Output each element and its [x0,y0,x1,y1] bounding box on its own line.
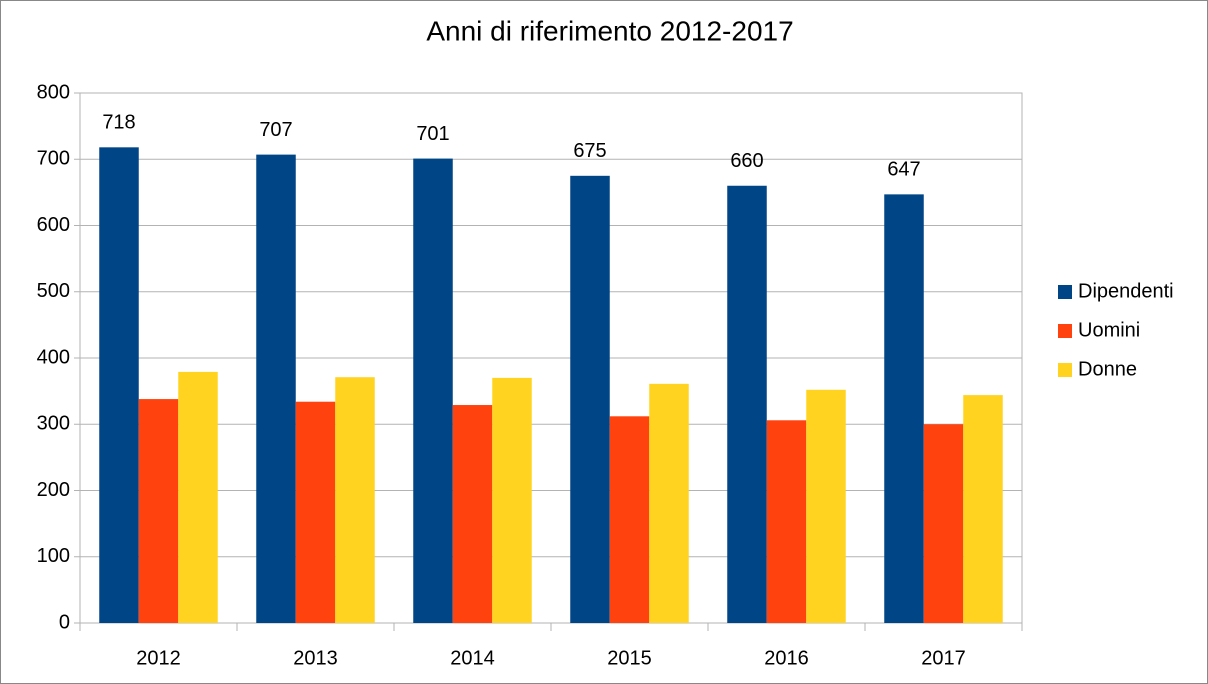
data-label: 675 [573,140,606,162]
x-tick-label: 2012 [136,647,181,669]
legend-swatch [1058,285,1072,299]
data-label: 707 [259,119,292,141]
bar [492,377,532,623]
x-tick-label: 2013 [293,647,338,669]
data-label: 660 [730,150,763,172]
bar [138,399,179,623]
x-tick-label: 2016 [764,647,809,669]
bar [884,194,924,624]
y-tick-label: 200 [37,479,70,501]
bar [806,389,846,623]
y-tick-label: 300 [37,413,70,435]
bar [335,377,375,623]
x-tick-label: 2014 [450,647,495,669]
y-tick-label: 800 [37,81,70,103]
bar [923,424,964,623]
x-tick-label: 2015 [607,647,652,669]
x-tick-label: 2017 [921,647,966,669]
bar [178,371,218,623]
y-tick-label: 600 [37,214,70,236]
legend-label: Donne [1078,358,1137,380]
chart-title: Anni di riferimento 2012-2017 [426,15,793,46]
y-tick-label: 700 [37,148,70,170]
y-tick-label: 0 [59,611,70,633]
bar [963,395,1003,623]
bar [649,383,689,623]
bar [727,185,767,623]
legend-label: Uomini [1078,319,1140,341]
legend-swatch [1058,324,1072,338]
bar [295,401,336,623]
data-label: 647 [887,159,920,181]
bar [256,154,296,624]
data-label: 718 [102,112,135,134]
data-label: 701 [416,123,449,145]
legend-swatch [1058,363,1072,377]
bar [413,158,453,623]
y-tick-label: 400 [37,346,70,368]
bar [570,175,610,623]
y-tick-label: 500 [37,280,70,302]
bar [766,420,807,623]
bar [99,147,139,623]
bar [452,405,493,623]
y-tick-label: 100 [37,545,70,567]
legend-label: Dipendenti [1078,280,1174,302]
bar [609,416,650,623]
